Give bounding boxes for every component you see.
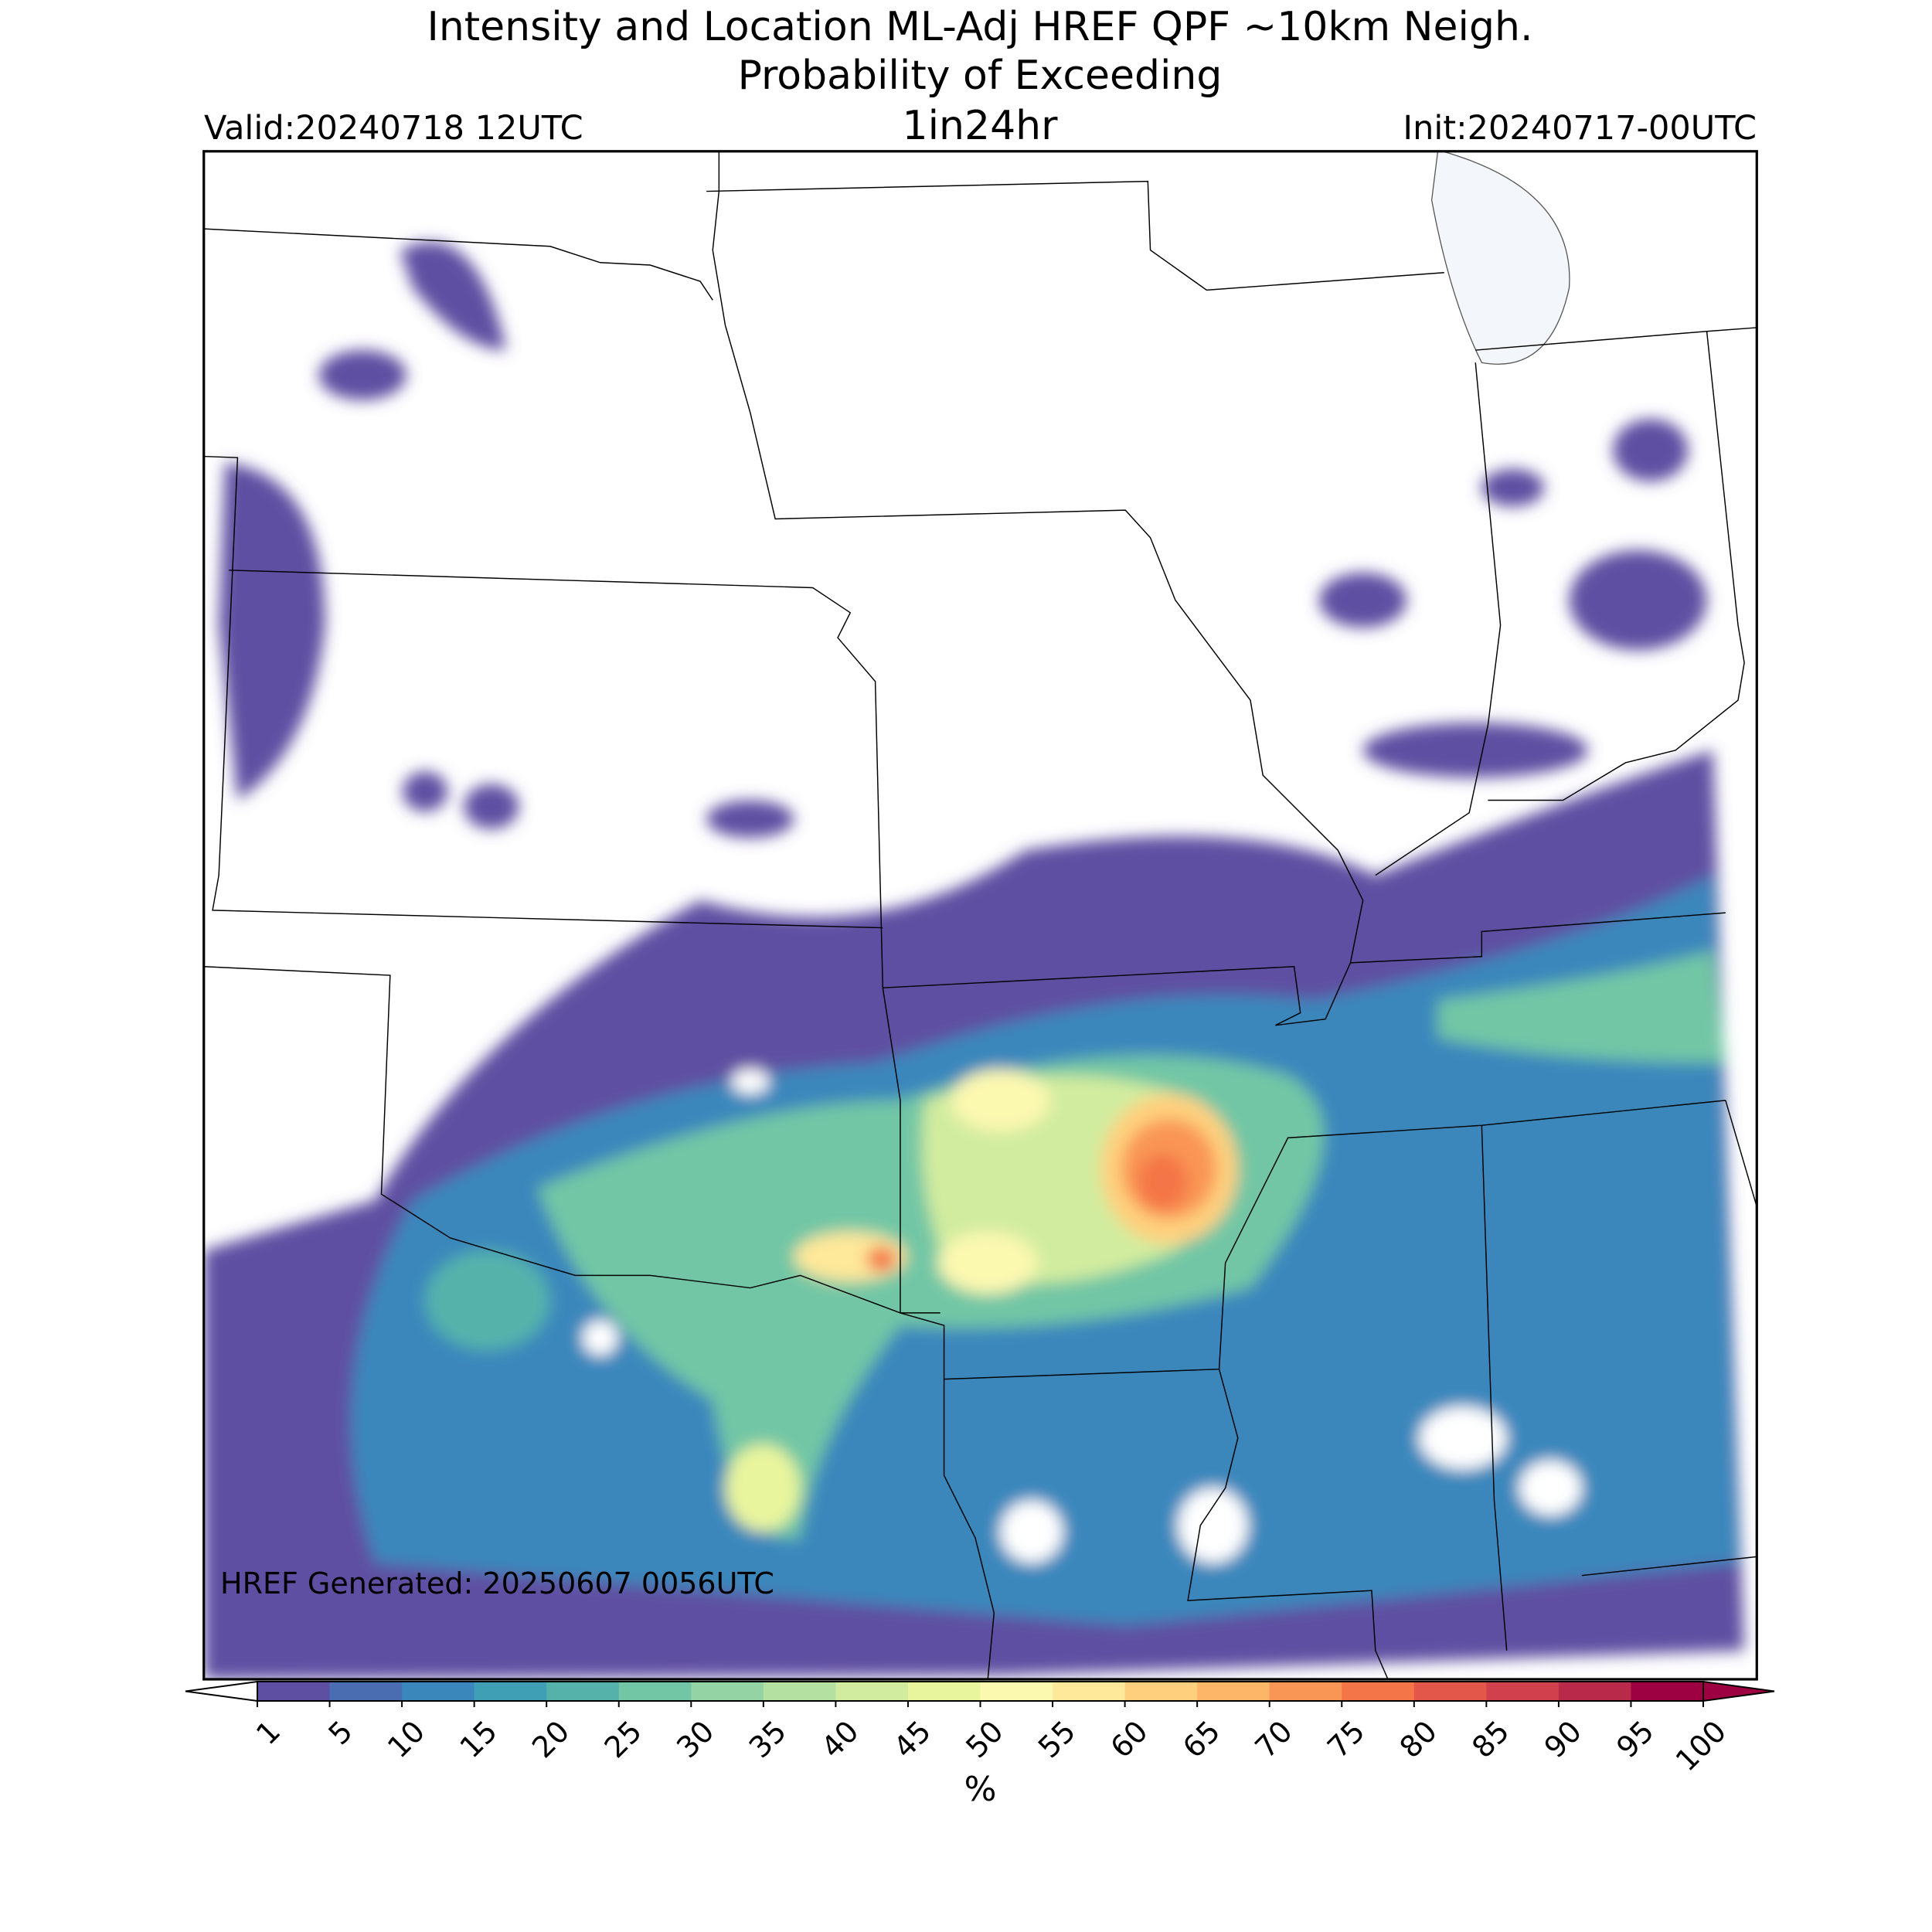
colorbar-tick-label: 5: [321, 1714, 359, 1751]
colorbar-tick-label: 85: [1465, 1714, 1515, 1764]
colorbar-segment: [618, 1682, 692, 1701]
subtitle: Probability of Exceeding: [738, 53, 1223, 99]
colorbar-extend-low: [185, 1680, 258, 1702]
colorbar-tick-label: 50: [959, 1714, 1009, 1764]
colorbar-tick-label: 40: [815, 1714, 865, 1764]
colorbar-segment: [1631, 1682, 1704, 1701]
colorbar-segment: [763, 1682, 836, 1701]
generated-note: HREF Generated: 20250607 0056UTC: [220, 1566, 774, 1600]
colorbar-tick-label: 70: [1249, 1714, 1299, 1764]
colorbar-segment: [546, 1682, 620, 1701]
colorbar-tick-label: 10: [381, 1714, 431, 1764]
threshold: 1in24hr: [903, 103, 1059, 149]
init-time: Init:20240717-00UTC: [1403, 109, 1757, 148]
colorbar-segment: [691, 1682, 764, 1701]
colorbar-segment: [1197, 1682, 1270, 1701]
colorbar-label: %: [964, 1770, 997, 1809]
colorbar-tick-label: 15: [454, 1714, 504, 1764]
colorbar-extend-high: [1702, 1680, 1775, 1702]
colorbar-segment: [1413, 1682, 1487, 1701]
colorbar-segment: [835, 1682, 909, 1701]
colorbar-segment: [1053, 1682, 1126, 1701]
colorbar-tick-label: 75: [1321, 1714, 1371, 1764]
colorbar-segment: [474, 1682, 547, 1701]
colorbar-segment: [907, 1682, 981, 1701]
state-borders: [203, 151, 1757, 1679]
colorbar-tick-label: 80: [1393, 1714, 1444, 1764]
colorbar: 1 5 10 15 20 25 30 35 40 45 50 55 60 65 70 75 80 85 90 95 10…: [185, 1680, 1775, 1809]
valid-time: Valid:20240718 12UTC: [204, 109, 583, 148]
colorbar-segment: [402, 1682, 475, 1701]
colorbar-segment: [1269, 1682, 1342, 1701]
colorbar-segment: [257, 1682, 331, 1701]
title: Intensity and Location ML-Adj HREF QPF ~…: [427, 4, 1533, 50]
colorbar-segment: [980, 1682, 1053, 1701]
colorbar-tick-label: 30: [670, 1714, 720, 1764]
colorbar-tick-label: 90: [1538, 1714, 1588, 1764]
colorbar-tick-label: 35: [743, 1714, 793, 1764]
colorbar-tick-label: 65: [1176, 1714, 1226, 1764]
colorbar-segment: [1486, 1682, 1560, 1701]
colorbar-tick-label: 45: [887, 1714, 937, 1764]
map-frame: [202, 150, 1758, 1681]
colorbar-segment: [329, 1682, 403, 1701]
precip-field: [203, 151, 1757, 1679]
colorbar-tick-label: 95: [1610, 1714, 1660, 1764]
colorbar-segment: [1124, 1682, 1198, 1701]
colorbar-tick-label: 100: [1669, 1714, 1733, 1777]
colorbar-tick-label: 25: [598, 1714, 648, 1764]
colorbar-tick-label: 60: [1104, 1714, 1154, 1764]
map: [202, 150, 1758, 1681]
colorbar-segment: [1558, 1682, 1631, 1701]
colorbar-tick-label: 55: [1032, 1714, 1082, 1764]
colorbar-segment: [1342, 1682, 1415, 1701]
colorbar-tick-label: 20: [526, 1714, 576, 1764]
colorbar-tick-label: 1: [250, 1714, 287, 1751]
